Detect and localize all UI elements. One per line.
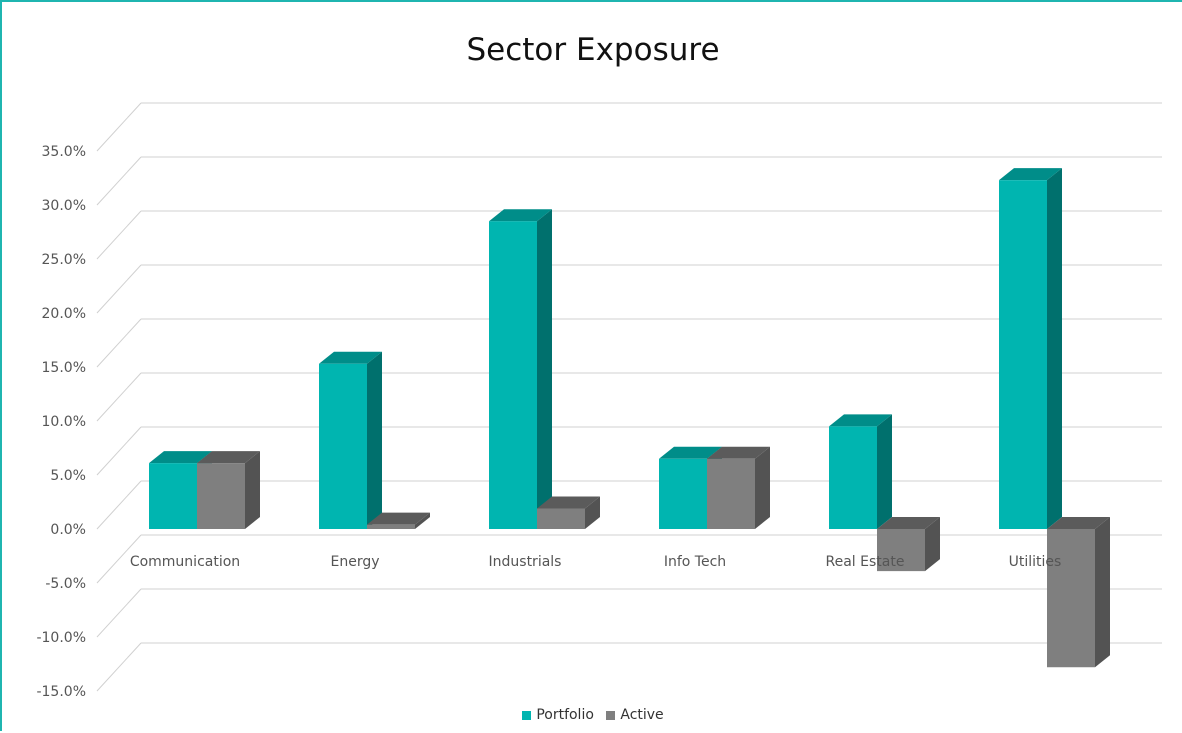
bar-active-industrials xyxy=(537,508,585,529)
bar-active-real-estate xyxy=(877,529,925,572)
gridline-diagonal xyxy=(96,588,142,638)
y-tick-label: 35.0% xyxy=(42,144,86,160)
bar-active-energy-top xyxy=(367,512,430,525)
bar-active-info-tech-top xyxy=(707,446,770,459)
x-tick-label: Info Tech xyxy=(664,554,726,570)
gridline-diagonal xyxy=(96,102,142,152)
bar-portfolio-real-estate-side xyxy=(877,414,892,529)
y-tick-label: 0.0% xyxy=(50,522,86,538)
bar-portfolio-energy-side xyxy=(367,351,382,529)
bar-active-real-estate-side xyxy=(925,517,940,572)
bar-portfolio-communication-top xyxy=(149,451,212,464)
bar-active-utilities xyxy=(1047,529,1095,668)
bar-active-info-tech xyxy=(707,458,755,529)
bar-portfolio-industrials-side xyxy=(537,209,552,529)
legend-swatch-portfolio xyxy=(522,710,532,720)
gridline-diagonal xyxy=(96,156,142,206)
chart-title: Sector Exposure xyxy=(466,32,720,68)
y-tick-label: 30.0% xyxy=(42,198,86,214)
y-tick-label: 20.0% xyxy=(42,306,86,322)
x-tick-label: Communication xyxy=(130,554,240,570)
bar-portfolio-utilities-top xyxy=(999,168,1062,181)
legend-swatch-active xyxy=(606,710,616,720)
bar-portfolio-real-estate-top xyxy=(829,414,892,427)
bar-portfolio-info-tech-top xyxy=(659,446,722,459)
y-tick-label: 5.0% xyxy=(50,468,86,484)
bar-active-communication-side xyxy=(245,451,260,529)
x-tick-label: Real Estate xyxy=(826,554,905,570)
x-tick-label: Industrials xyxy=(489,554,562,570)
gridline-diagonal xyxy=(96,372,142,422)
gridline-diagonal xyxy=(96,318,142,368)
legend-label-portfolio: Portfolio xyxy=(536,707,594,723)
bar-portfolio-industrials-top xyxy=(489,209,552,222)
bar-active-communication-top xyxy=(197,451,260,464)
gridline-diagonal xyxy=(96,642,142,692)
legend-item-portfolio: Portfolio xyxy=(522,707,594,723)
y-tick-label: -5.0% xyxy=(45,576,86,592)
bar-portfolio-industrials xyxy=(489,221,537,529)
bar-portfolio-info-tech xyxy=(659,458,707,529)
x-tick-label: Utilities xyxy=(1009,554,1062,570)
x-tick-label: Energy xyxy=(330,554,379,570)
bar-portfolio-energy xyxy=(319,363,367,529)
bar-active-utilities-top xyxy=(1047,517,1110,529)
bar-active-industrials-side xyxy=(585,496,600,529)
gridline-diagonal xyxy=(96,426,142,476)
bar-portfolio-energy-top xyxy=(319,351,382,364)
bar-active-communication xyxy=(197,463,245,529)
y-tick-label: -10.0% xyxy=(36,630,86,646)
bar-portfolio-utilities-side xyxy=(1047,168,1062,529)
bar-active-industrials-top xyxy=(537,496,600,509)
legend-label-active: Active xyxy=(620,707,664,723)
gridline-diagonal xyxy=(96,210,142,260)
gridline-diagonal xyxy=(96,480,142,530)
bar-portfolio-utilities xyxy=(999,180,1047,529)
gridline-diagonal xyxy=(96,534,142,584)
bar-active-info-tech-side xyxy=(755,446,770,529)
bar-portfolio-communication xyxy=(149,463,197,529)
y-tick-label: 25.0% xyxy=(42,252,86,268)
bar-active-real-estate-top xyxy=(877,517,940,529)
bar-active-energy-side xyxy=(415,512,430,529)
y-tick-label: -15.0% xyxy=(36,684,86,700)
legend-item-active: Active xyxy=(606,707,664,723)
bar-active-utilities-side xyxy=(1095,517,1110,668)
y-tick-label: 10.0% xyxy=(42,414,86,430)
chart-legend: Portfolio Active xyxy=(2,707,1182,724)
bar-portfolio-real-estate xyxy=(829,426,877,529)
bar-active-energy xyxy=(367,524,415,529)
y-tick-label: 15.0% xyxy=(42,360,86,376)
gridline-diagonal xyxy=(96,264,142,314)
